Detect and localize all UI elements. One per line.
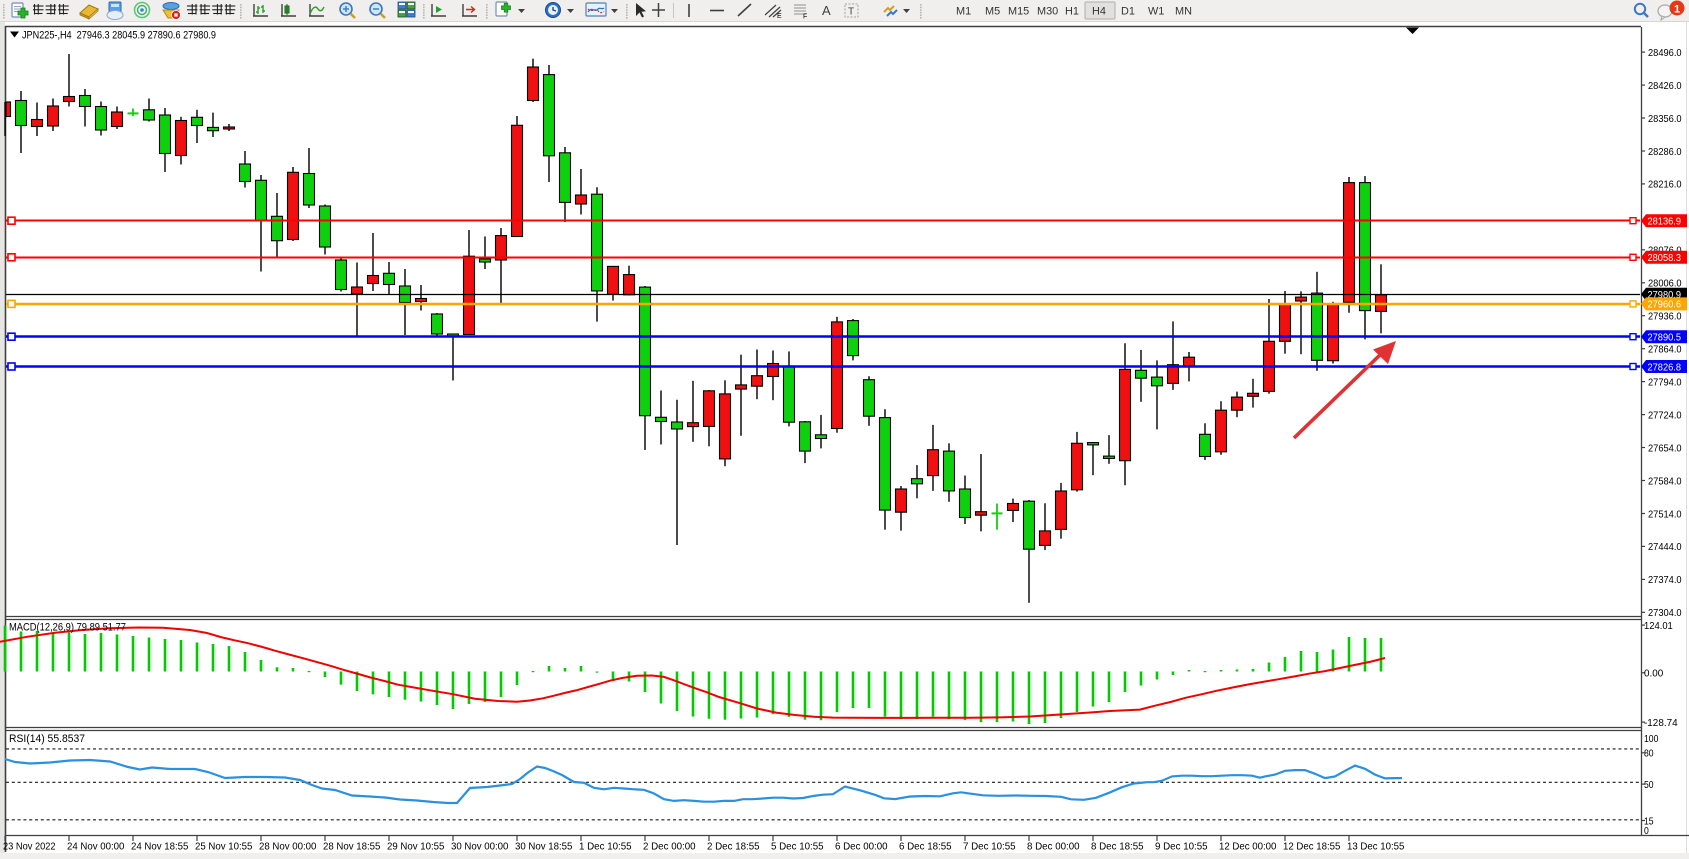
svg-text:9 Dec 10:55: 9 Dec 10:55 [1155, 842, 1208, 853]
svg-text:1: 1 [1674, 4, 1680, 16]
svg-text:124.01: 124.01 [1644, 621, 1673, 632]
svg-text:12 Dec 00:00: 12 Dec 00:00 [1219, 842, 1277, 853]
svg-text:27960.6: 27960.6 [1648, 300, 1682, 311]
svg-text:27826.8: 27826.8 [1648, 362, 1682, 373]
svg-text:28356.0: 28356.0 [1648, 114, 1682, 125]
svg-text:2 Dec 00:00: 2 Dec 00:00 [643, 842, 696, 853]
svg-text:27864.0: 27864.0 [1648, 345, 1682, 356]
svg-text:0: 0 [1644, 826, 1649, 837]
svg-text:JPN225-,H4 27946.3 28045.9 27: JPN225-,H4 27946.3 28045.9 27890.6 27980… [22, 30, 216, 42]
svg-text:27654.0: 27654.0 [1648, 443, 1682, 454]
svg-text:27936.0: 27936.0 [1648, 312, 1682, 323]
svg-text:27724.0: 27724.0 [1648, 410, 1682, 421]
svg-text:MN: MN [1175, 6, 1192, 18]
svg-text:28006.0: 28006.0 [1648, 279, 1682, 290]
svg-text:28136.9: 28136.9 [1648, 217, 1682, 228]
svg-text:12 Dec 18:55: 12 Dec 18:55 [1283, 842, 1341, 853]
svg-text:27304.0: 27304.0 [1648, 608, 1682, 619]
svg-text:M15: M15 [1008, 6, 1029, 18]
svg-text:27444.0: 27444.0 [1648, 542, 1682, 553]
svg-text:28216.0: 28216.0 [1648, 180, 1682, 191]
svg-text:8 Dec 00:00: 8 Dec 00:00 [1027, 842, 1080, 853]
svg-text:50: 50 [1644, 780, 1654, 791]
svg-text:6 Dec 18:55: 6 Dec 18:55 [899, 842, 952, 853]
svg-text:28496.0: 28496.0 [1648, 48, 1682, 59]
svg-text:15: 15 [1644, 816, 1654, 827]
svg-text:D1: D1 [1121, 6, 1135, 18]
svg-text:H1: H1 [1065, 6, 1079, 18]
svg-text:M1: M1 [956, 6, 971, 18]
svg-text:M5: M5 [985, 6, 1000, 18]
svg-text:80: 80 [1644, 749, 1654, 760]
svg-text:28 Nov 18:55: 28 Nov 18:55 [323, 842, 381, 853]
svg-text:T: T [848, 7, 854, 18]
svg-text:H4: H4 [1092, 6, 1106, 18]
svg-text:30 Nov 18:55: 30 Nov 18:55 [515, 842, 573, 853]
svg-text:8 Dec 18:55: 8 Dec 18:55 [1091, 842, 1144, 853]
svg-text:29 Nov 10:55: 29 Nov 10:55 [387, 842, 445, 853]
svg-text:MACD(12,26,9) 79.89 51.77: MACD(12,26,9) 79.89 51.77 [9, 622, 126, 634]
svg-text:24 Nov 18:55: 24 Nov 18:55 [131, 842, 189, 853]
svg-text:13 Dec 10:55: 13 Dec 10:55 [1347, 842, 1405, 853]
svg-text:0.00: 0.00 [1644, 669, 1664, 680]
svg-text:7 Dec 10:55: 7 Dec 10:55 [963, 842, 1016, 853]
svg-text:-128.74: -128.74 [1644, 718, 1678, 729]
svg-text:2 Dec 18:55: 2 Dec 18:55 [707, 842, 760, 853]
svg-text:E: E [777, 13, 782, 20]
svg-text:27584.0: 27584.0 [1648, 476, 1682, 487]
svg-text:30 Nov 00:00: 30 Nov 00:00 [451, 842, 509, 853]
svg-text:23 Nov 2022: 23 Nov 2022 [3, 842, 56, 853]
svg-text:A: A [822, 3, 831, 18]
svg-text:27980.9: 27980.9 [1648, 290, 1682, 301]
svg-text:27514.0: 27514.0 [1648, 509, 1682, 520]
svg-text:W1: W1 [1148, 6, 1164, 18]
svg-text:M30: M30 [1037, 6, 1058, 18]
svg-text:1 Dec 10:55: 1 Dec 10:55 [579, 842, 632, 853]
svg-text:28426.0: 28426.0 [1648, 81, 1682, 92]
svg-text:F: F [803, 14, 807, 21]
svg-text:28286.0: 28286.0 [1648, 147, 1682, 158]
svg-text:6 Dec 00:00: 6 Dec 00:00 [835, 842, 888, 853]
svg-text:RSI(14) 55.8537: RSI(14) 55.8537 [9, 733, 85, 745]
svg-text:24 Nov 00:00: 24 Nov 00:00 [67, 842, 125, 853]
svg-text:5 Dec 10:55: 5 Dec 10:55 [771, 842, 824, 853]
svg-text:28058.3: 28058.3 [1648, 253, 1682, 264]
svg-text:27374.0: 27374.0 [1648, 575, 1682, 586]
svg-text:28 Nov 00:00: 28 Nov 00:00 [259, 842, 317, 853]
svg-text:27794.0: 27794.0 [1648, 377, 1682, 388]
svg-text:100: 100 [1644, 734, 1659, 745]
svg-text:27890.5: 27890.5 [1648, 333, 1682, 344]
svg-text:25 Nov 10:55: 25 Nov 10:55 [195, 842, 253, 853]
